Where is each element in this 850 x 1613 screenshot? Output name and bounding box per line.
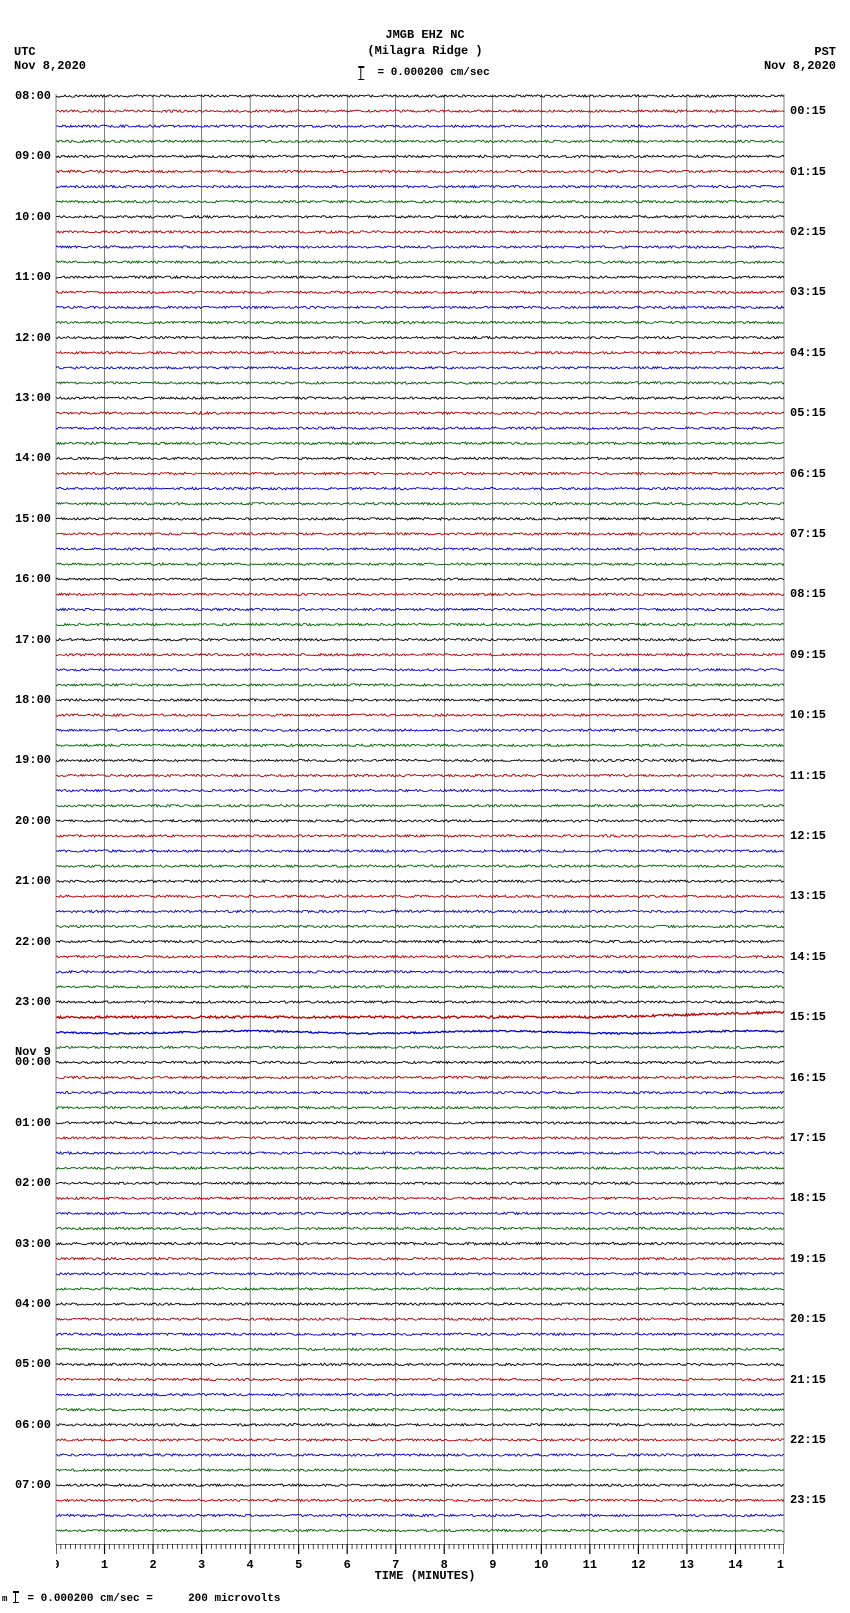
- pst-tick: 00:15: [790, 104, 840, 118]
- utc-tick: 21:00: [6, 874, 51, 888]
- pst-tick: 11:15: [790, 769, 840, 783]
- utc-tick: 11:00: [6, 270, 51, 284]
- station-code: JMGB EHZ NC: [0, 28, 850, 44]
- utc-tick: 10:00: [6, 210, 51, 224]
- x-axis-label: TIME (MINUTES): [375, 1569, 476, 1583]
- utc-tick: 17:00: [6, 633, 51, 647]
- utc-tick: 14:00: [6, 451, 51, 465]
- tz-right: PST: [764, 45, 836, 59]
- pst-tick: 22:15: [790, 1433, 840, 1447]
- svg-text:14: 14: [728, 1558, 742, 1572]
- utc-tick: 00:00: [6, 1055, 51, 1069]
- svg-text:0: 0: [56, 1558, 60, 1572]
- utc-tick: 04:00: [6, 1297, 51, 1311]
- svg-text:2: 2: [149, 1558, 156, 1572]
- utc-header: UTC Nov 8,2020: [14, 45, 86, 73]
- pst-tick: 16:15: [790, 1071, 840, 1085]
- svg-text:11: 11: [583, 1558, 597, 1572]
- station-location: (Milagra Ridge ): [0, 44, 850, 60]
- footer-bar-icon: [15, 1591, 19, 1603]
- pst-tick: 20:15: [790, 1312, 840, 1326]
- utc-tick: 08:00: [6, 89, 51, 103]
- utc-tick: 09:00: [6, 149, 51, 163]
- utc-tick: 03:00: [6, 1237, 51, 1251]
- date-left: Nov 8,2020: [14, 59, 86, 73]
- footer-scale: m = 0.000200 cm/sec = 200 microvolts: [2, 1592, 280, 1605]
- pst-tick: 05:15: [790, 406, 840, 420]
- utc-tick: 02:00: [6, 1176, 51, 1190]
- utc-tick: 12:00: [6, 331, 51, 345]
- pst-tick: 09:15: [790, 648, 840, 662]
- plot-area: 08:0009:0010:0011:0012:0013:0014:0015:00…: [56, 94, 784, 1544]
- pst-header: PST Nov 8,2020: [764, 45, 836, 73]
- utc-tick: 23:00: [6, 995, 51, 1009]
- scale-bar-icon: [360, 66, 364, 80]
- utc-tick: 07:00: [6, 1478, 51, 1492]
- scale-text: = 0.000200 cm/sec: [371, 67, 489, 79]
- utc-tick: 13:00: [6, 391, 51, 405]
- scale-indicator: = 0.000200 cm/sec: [360, 66, 489, 80]
- svg-text:5: 5: [295, 1558, 302, 1572]
- pst-tick: 21:15: [790, 1373, 840, 1387]
- footer-prefix: m: [2, 1594, 13, 1604]
- footer-text-b: 200 microvolts: [188, 1593, 280, 1605]
- svg-text:10: 10: [534, 1558, 548, 1572]
- svg-text:6: 6: [344, 1558, 351, 1572]
- svg-text:13: 13: [680, 1558, 694, 1572]
- utc-tick: 19:00: [6, 753, 51, 767]
- pst-tick: 19:15: [790, 1252, 840, 1266]
- svg-text:4: 4: [247, 1558, 254, 1572]
- svg-text:3: 3: [198, 1558, 205, 1572]
- utc-tick: 01:00: [6, 1116, 51, 1130]
- pst-tick: 06:15: [790, 467, 840, 481]
- pst-tick: 07:15: [790, 527, 840, 541]
- pst-tick: 12:15: [790, 829, 840, 843]
- svg-text:1: 1: [101, 1558, 108, 1572]
- chart-header: JMGB EHZ NC (Milagra Ridge ): [0, 0, 850, 59]
- pst-tick: 15:15: [790, 1010, 840, 1024]
- seismogram-traces: [56, 94, 784, 1544]
- pst-tick: 04:15: [790, 346, 840, 360]
- pst-tick: 13:15: [790, 889, 840, 903]
- utc-tick: 20:00: [6, 814, 51, 828]
- utc-tick: 05:00: [6, 1357, 51, 1371]
- footer-text-a: = 0.000200 cm/sec =: [27, 1593, 152, 1605]
- utc-tick: 22:00: [6, 935, 51, 949]
- pst-tick: 14:15: [790, 950, 840, 964]
- pst-tick: 08:15: [790, 587, 840, 601]
- utc-tick: 06:00: [6, 1418, 51, 1432]
- utc-tick: 18:00: [6, 693, 51, 707]
- pst-tick: 03:15: [790, 285, 840, 299]
- svg-text:15: 15: [777, 1558, 784, 1572]
- svg-text:12: 12: [631, 1558, 645, 1572]
- pst-tick: 18:15: [790, 1191, 840, 1205]
- pst-tick: 10:15: [790, 708, 840, 722]
- svg-text:9: 9: [489, 1558, 496, 1572]
- pst-tick: 02:15: [790, 225, 840, 239]
- tz-left: UTC: [14, 45, 86, 59]
- pst-tick: 23:15: [790, 1493, 840, 1507]
- seismogram-page: UTC Nov 8,2020 PST Nov 8,2020 JMGB EHZ N…: [0, 0, 850, 1613]
- utc-tick: 15:00: [6, 512, 51, 526]
- pst-tick: 17:15: [790, 1131, 840, 1145]
- pst-tick: 01:15: [790, 165, 840, 179]
- date-right: Nov 8,2020: [764, 59, 836, 73]
- utc-tick: 16:00: [6, 572, 51, 586]
